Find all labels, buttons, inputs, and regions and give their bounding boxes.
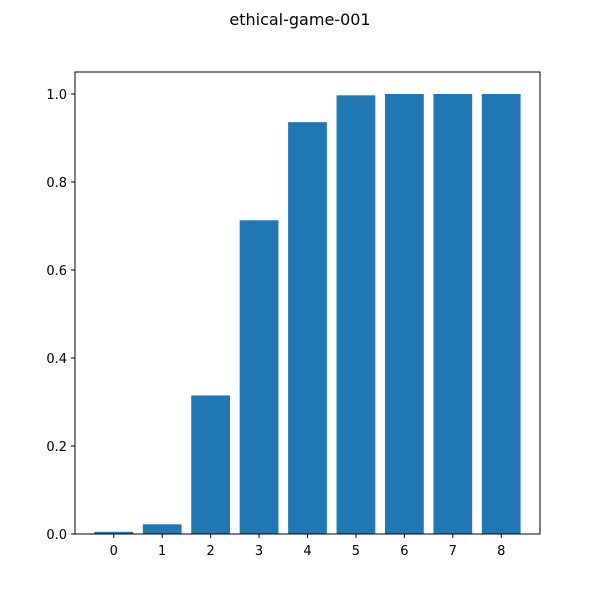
bar-8	[481, 94, 521, 534]
bar-6	[385, 94, 424, 534]
x-tick-label: 8	[497, 544, 505, 559]
plot-area-frame	[74, 71, 541, 535]
x-tick-label: 0	[110, 544, 118, 559]
y-tick-label: 1.0	[46, 88, 67, 103]
bars-group	[94, 94, 521, 534]
y-tick-label: 0.2	[46, 440, 67, 455]
y-axis: 0.0 0.2 0.4 0.6 0.8 1.0	[46, 88, 75, 543]
x-tick-label: 3	[255, 544, 263, 559]
bar-1	[142, 524, 182, 534]
y-tick-label: 0.8	[46, 176, 67, 191]
x-axis: 0 1 2 3 4 5 6 7 8	[110, 534, 505, 559]
bar-3	[239, 220, 279, 534]
x-tick-label: 2	[206, 544, 214, 559]
bar-4	[288, 122, 327, 534]
x-tick-label: 7	[449, 544, 457, 559]
y-tick-label: 0.0	[46, 528, 67, 543]
bar-0	[94, 531, 134, 534]
x-tick-label: 6	[400, 544, 408, 559]
x-tick-label: 4	[303, 544, 311, 559]
x-tick-label: 5	[352, 544, 360, 559]
bar-7	[433, 94, 473, 534]
bar-5	[336, 95, 376, 534]
chart-title: ethical-game-001	[229, 10, 370, 29]
y-tick-label: 0.4	[46, 352, 67, 367]
y-tick-label: 0.6	[46, 264, 67, 279]
bar-2	[191, 395, 230, 534]
x-tick-label: 1	[158, 544, 166, 559]
